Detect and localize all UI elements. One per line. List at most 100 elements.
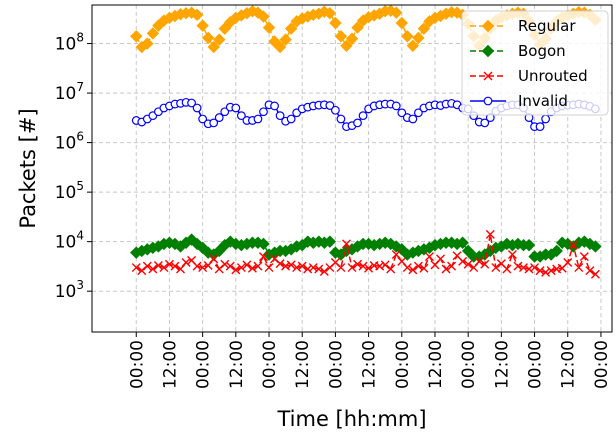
- data-point: [292, 263, 302, 273]
- y-tick-exponent: 4: [76, 229, 84, 243]
- data-point: [137, 266, 147, 276]
- y-tick-label: 108: [55, 31, 84, 55]
- data-point: [259, 107, 268, 117]
- x-tick-label: 12:00: [160, 340, 180, 389]
- data-point: [364, 263, 374, 273]
- grid: [92, 5, 612, 332]
- data-point: [441, 264, 451, 274]
- data-point: [401, 30, 414, 43]
- data-point: [201, 31, 215, 45]
- data-point: [242, 260, 252, 270]
- data-point: [456, 236, 469, 249]
- data-point: [530, 263, 540, 273]
- data-point: [231, 103, 241, 113]
- data-point: [207, 40, 220, 54]
- data-point: [281, 261, 291, 271]
- data-point: [563, 257, 573, 267]
- y-tick-base: 10: [55, 183, 77, 203]
- data-point: [386, 264, 396, 274]
- data-point: [153, 261, 163, 271]
- y-tick-label: 105: [55, 179, 84, 203]
- data-point: [323, 235, 337, 248]
- x-tick-label: 12:00: [492, 340, 512, 389]
- data-point: [262, 21, 276, 34]
- data-point: [209, 254, 219, 264]
- series-unrouted: [131, 229, 600, 279]
- x-tick-label: 00:00: [393, 340, 413, 389]
- data-point: [273, 40, 287, 54]
- data-point: [192, 103, 202, 113]
- data-point: [491, 263, 501, 273]
- x-tick-label: 12:00: [360, 340, 380, 389]
- data-point: [253, 261, 263, 271]
- data-point: [447, 261, 457, 271]
- legend-label: Invalid: [518, 92, 568, 110]
- y-tick-exponent: 7: [76, 80, 84, 94]
- data-point: [275, 259, 285, 269]
- data-point: [522, 238, 536, 252]
- data-point: [329, 16, 342, 30]
- data-point: [319, 266, 329, 276]
- y-tick-exponent: 6: [76, 130, 84, 144]
- y-tick-label: 104: [55, 229, 84, 253]
- data-point: [395, 16, 408, 30]
- data-point: [146, 27, 160, 40]
- data-point: [358, 111, 368, 121]
- data-point: [589, 240, 602, 253]
- data-point: [297, 261, 307, 271]
- data-point: [190, 8, 204, 22]
- y-tick-exponent: 3: [76, 278, 84, 292]
- y-tick-label: 106: [55, 130, 84, 154]
- x-tick-label: 00:00: [459, 340, 479, 389]
- data-point: [413, 261, 423, 271]
- legend-label: Bogon: [518, 42, 566, 60]
- x-tick-label: 12:00: [559, 340, 579, 389]
- data-point: [568, 240, 578, 250]
- data-point: [524, 264, 534, 274]
- y-tick-exponent: 8: [76, 31, 84, 45]
- data-point: [390, 6, 403, 19]
- x-tick-label: 00:00: [526, 340, 546, 389]
- data-point: [436, 254, 446, 264]
- data-point: [284, 22, 298, 35]
- data-point: [351, 21, 364, 34]
- data-point: [546, 266, 556, 276]
- data-point: [331, 105, 340, 115]
- data-point: [474, 256, 484, 266]
- data-point: [541, 114, 551, 124]
- data-point: [463, 259, 473, 269]
- data-point: [341, 239, 351, 249]
- data-point: [541, 267, 551, 277]
- data-point: [406, 39, 420, 53]
- data-point: [550, 244, 563, 258]
- data-point: [181, 257, 191, 267]
- data-point: [148, 264, 158, 274]
- legend-item-unrouted: Unrouted: [470, 67, 588, 85]
- data-point: [345, 32, 359, 45]
- y-tick-label: 103: [55, 278, 84, 302]
- data-point: [187, 98, 196, 108]
- y-tick-base: 10: [55, 134, 77, 154]
- data-point: [170, 261, 180, 271]
- x-tick-label: 00:00: [194, 340, 214, 389]
- data-point: [513, 261, 523, 271]
- data-point: [258, 252, 268, 262]
- data-point: [323, 6, 337, 20]
- data-point: [308, 263, 318, 273]
- x-tick-label: 00:00: [326, 340, 346, 389]
- data-point: [535, 266, 545, 276]
- data-point: [424, 252, 434, 262]
- x-tick-label: 00:00: [127, 340, 147, 389]
- data-point: [325, 101, 335, 110]
- data-point: [286, 114, 296, 124]
- data-point: [507, 250, 517, 260]
- data-point: [213, 33, 226, 46]
- data-point: [131, 263, 141, 273]
- data-point: [485, 229, 495, 239]
- data-point: [336, 114, 346, 124]
- data-point: [535, 122, 545, 132]
- data-point: [314, 264, 324, 274]
- data-point: [203, 261, 213, 271]
- data-point: [130, 30, 143, 43]
- y-tick-base: 10: [55, 233, 77, 253]
